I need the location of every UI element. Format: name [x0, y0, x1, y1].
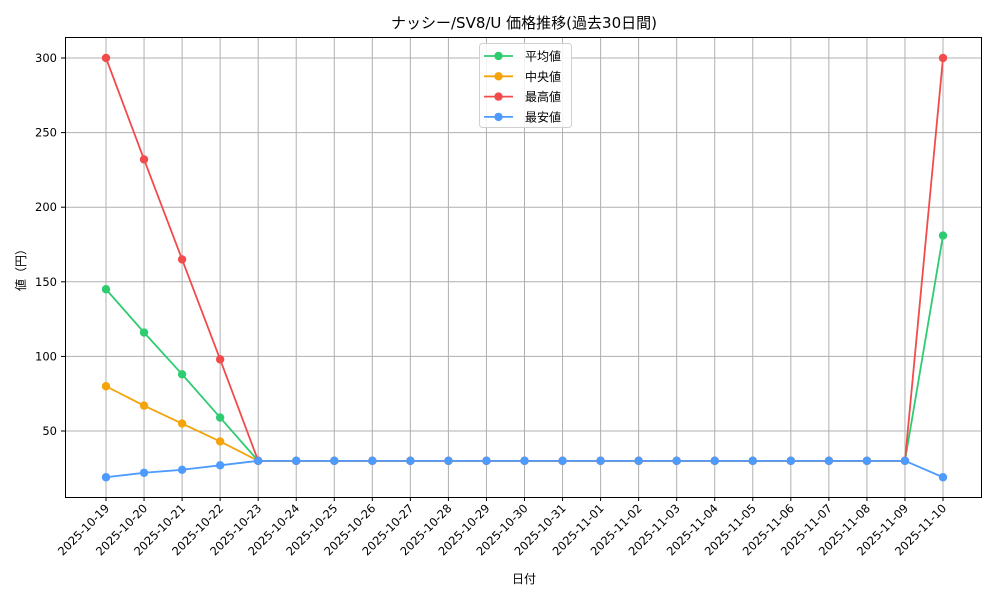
data-point-marker: [482, 456, 491, 466]
data-point-marker: [177, 465, 187, 474]
data-point-marker: [215, 461, 225, 470]
data-point-marker: [330, 456, 339, 466]
y-tick-label: 100: [35, 349, 57, 363]
data-point-marker: [938, 231, 948, 240]
data-point-marker: [938, 53, 948, 63]
data-point-marker: [177, 370, 187, 379]
y-tick-label: 300: [35, 51, 57, 65]
x-axis-label: 日付: [512, 572, 536, 586]
legend-item: 最安値: [484, 109, 561, 124]
legend-label: 最安値: [525, 109, 561, 124]
data-point-marker: [520, 456, 529, 466]
data-point-marker: [215, 355, 225, 364]
x-axis-ticks: 2025-10-192025-10-202025-10-212025-10-22…: [55, 497, 949, 558]
legend-marker-icon: [494, 92, 503, 101]
data-point-marker: [900, 456, 910, 466]
data-point-marker: [748, 456, 757, 466]
chart-title: ナッシー/SV8/U 価格推移(過去30日間): [391, 14, 657, 32]
data-point-marker: [139, 328, 149, 337]
data-point-marker: [710, 456, 719, 466]
legend-item: 中央値: [484, 69, 561, 84]
y-tick-label: 150: [35, 275, 57, 289]
data-point-marker: [215, 437, 225, 446]
legend-marker-icon: [494, 112, 503, 122]
data-point-marker: [406, 456, 415, 466]
data-point-marker: [139, 468, 149, 477]
data-point-marker: [101, 53, 111, 63]
data-point-marker: [558, 456, 567, 466]
data-point-marker: [139, 155, 149, 164]
grid-lines: [65, 37, 981, 497]
data-point-marker: [139, 401, 149, 410]
data-point-marker: [177, 419, 187, 428]
data-point-marker: [177, 255, 187, 264]
data-series: [101, 53, 948, 482]
y-tick-label: 50: [42, 424, 57, 438]
data-point-marker: [862, 456, 872, 466]
y-axis-ticks: 50 100 150 200 250 300: [35, 51, 65, 438]
data-point-marker: [596, 456, 605, 466]
data-point-marker: [101, 285, 111, 294]
legend-label: 最高値: [525, 89, 561, 104]
legend-item: 平均値: [484, 49, 561, 64]
data-point-marker: [253, 456, 263, 466]
series-1: [101, 382, 910, 466]
y-axis-label: 値（円）: [13, 243, 28, 291]
y-tick-label: 200: [35, 200, 57, 214]
legend-item: 最高値: [484, 89, 561, 104]
data-point-marker: [101, 382, 111, 391]
legend-label: 平均値: [525, 49, 561, 64]
legend-marker-icon: [494, 72, 503, 81]
data-point-marker: [786, 456, 796, 466]
legend-frame: [479, 43, 572, 128]
data-point-marker: [824, 456, 834, 466]
data-point-marker: [444, 456, 453, 466]
data-point-marker: [215, 413, 225, 422]
series-3: [101, 456, 948, 482]
data-point-marker: [938, 473, 948, 482]
plot-area-frame: [65, 37, 982, 498]
data-point-marker: [634, 456, 643, 466]
legend-marker-icon: [494, 51, 503, 61]
data-point-marker: [101, 473, 111, 482]
legend-label: 中央値: [525, 69, 561, 84]
data-point-marker: [672, 456, 681, 466]
y-tick-label: 250: [35, 126, 57, 140]
data-point-marker: [292, 456, 301, 466]
data-point-marker: [368, 456, 377, 466]
